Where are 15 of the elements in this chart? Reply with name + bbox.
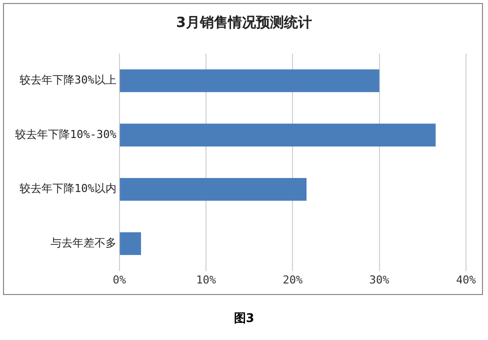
y-tick-label: 较去年下降10%-30% — [15, 128, 117, 141]
bar — [120, 178, 307, 201]
x-tick-label: 30% — [369, 273, 390, 286]
x-tick-label: 40% — [456, 273, 476, 286]
bar — [120, 232, 142, 256]
x-tick-label: 0% — [112, 273, 126, 286]
x-tick-label: 20% — [282, 273, 303, 286]
y-tick-label: 与去年差不多 — [50, 236, 116, 250]
caption: 图3 — [232, 310, 256, 327]
x-tick-label: 10% — [196, 273, 216, 286]
bar — [120, 69, 380, 92]
chart-title: 3月销售情况预测统计 — [175, 14, 313, 32]
y-tick-label: 较去年下降30%以上 — [19, 74, 116, 87]
y-tick-label: 较去年下降10%以内 — [19, 182, 116, 196]
bar — [120, 124, 436, 146]
